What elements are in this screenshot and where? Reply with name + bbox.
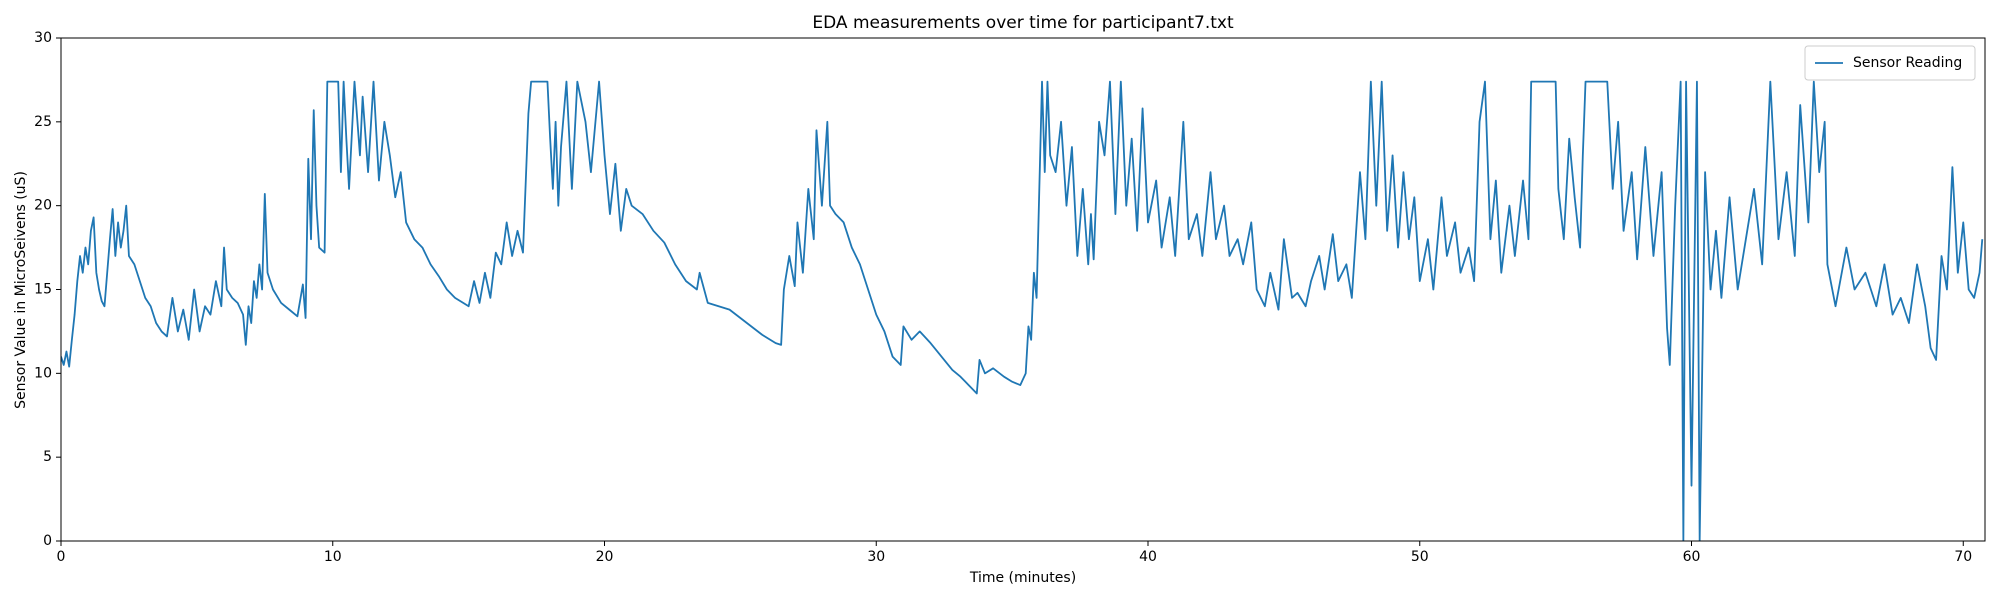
y-tick-label: 0 bbox=[43, 533, 52, 549]
x-tick-label: 30 bbox=[867, 549, 885, 565]
legend-box bbox=[1804, 45, 1976, 81]
y-axis-label: Sensor Value in MicroSeivens (uS) bbox=[13, 171, 29, 409]
x-tick-label: 60 bbox=[1683, 549, 1701, 565]
x-tick-label: 70 bbox=[1954, 549, 1972, 565]
y-tick-label: 5 bbox=[43, 449, 52, 465]
y-tick-label: 25 bbox=[34, 114, 52, 130]
y-tick-label: 15 bbox=[34, 282, 52, 298]
data-line bbox=[61, 80, 1984, 541]
y-tick-label: 10 bbox=[34, 365, 52, 381]
y-tick-label: 20 bbox=[34, 198, 52, 214]
x-tick-label: 50 bbox=[1411, 549, 1429, 565]
chart-title: EDA measurements over time for participa… bbox=[812, 13, 1234, 33]
legend-label: Sensor Reading bbox=[1853, 55, 1962, 71]
x-axis-label: Time (minutes) bbox=[969, 570, 1076, 586]
x-tick-label: 0 bbox=[57, 549, 66, 565]
x-tick-label: 20 bbox=[596, 549, 614, 565]
x-tick-label: 10 bbox=[324, 549, 342, 565]
plot-frame bbox=[60, 37, 1986, 542]
x-tick-label: 40 bbox=[1139, 549, 1157, 565]
y-tick-label: 30 bbox=[34, 30, 52, 46]
